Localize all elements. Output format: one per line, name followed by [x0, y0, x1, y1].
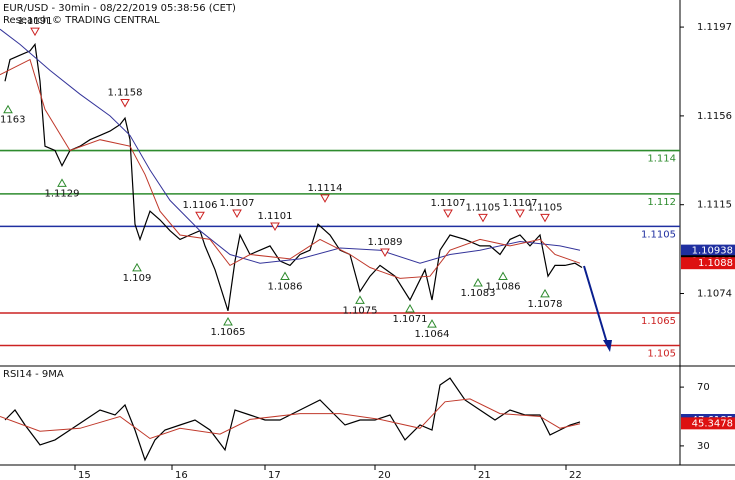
high-label: 1.1089 — [368, 237, 403, 248]
low-label: 1.1086 — [486, 282, 521, 293]
low-marker — [427, 319, 437, 328]
low-marker — [540, 288, 550, 298]
high-label: 1.1101 — [258, 211, 293, 222]
high-marker — [232, 209, 242, 219]
low-marker — [280, 271, 290, 281]
high-label: 1.1107 — [503, 198, 538, 209]
low-marker — [405, 304, 415, 313]
x-tick-label: 20 — [378, 470, 391, 480]
price-tag — [681, 417, 735, 430]
low-label: 1.1065 — [211, 327, 246, 338]
price-tag-label: 1.1088 — [698, 258, 733, 269]
high-label: 1.1191 — [18, 16, 53, 27]
y-tick-label: 70 — [697, 382, 710, 393]
forecast-arrow — [583, 265, 612, 352]
high-label: 1.1105 — [466, 202, 501, 213]
low-marker — [355, 295, 365, 304]
low-marker — [3, 104, 13, 114]
low-label: 1.1083 — [461, 288, 496, 299]
high-marker — [540, 213, 550, 223]
low-label: 1.1064 — [415, 329, 450, 340]
high-label: 1.1106 — [183, 200, 218, 211]
high-marker — [443, 209, 453, 219]
low-marker — [498, 271, 508, 281]
high-label: 1.1107 — [220, 198, 255, 209]
rsi-title: RSI14 - 9MA — [3, 369, 64, 380]
x-tick-label: 22 — [569, 470, 582, 480]
series-line — [0, 28, 581, 264]
price-tag-label: 45.3478 — [692, 418, 733, 429]
series-line — [0, 398, 581, 440]
price-tag-label: 1.10938 — [692, 246, 733, 257]
high-label: 1.1158 — [108, 88, 143, 99]
y-tick-label: 1.1197 — [697, 22, 732, 33]
low-label: 1.1129 — [45, 188, 80, 199]
high-marker — [478, 213, 488, 223]
forecast-arrow-head — [603, 340, 612, 352]
chart-subtitle: Research © TRADING CENTRAL — [3, 15, 160, 26]
low-label: 1.1075 — [343, 305, 378, 316]
price-tag — [681, 244, 735, 257]
high-label: 1.1105 — [528, 202, 563, 213]
low-label: 1.1163 — [0, 115, 26, 126]
low-marker — [132, 262, 142, 272]
series-line — [4, 42, 583, 311]
low-label: 1.1086 — [268, 282, 303, 293]
high-marker — [30, 27, 40, 37]
level-label: 1.1105 — [641, 229, 676, 240]
y-tick-label: 30 — [697, 441, 710, 452]
y-tick-label: 1.1156 — [697, 111, 732, 122]
low-marker — [223, 317, 233, 326]
chart-title: EUR/USD - 30min - 08/22/2019 05:38:56 (C… — [3, 3, 236, 14]
forecast-arrow-line — [583, 265, 608, 344]
y-tick-label: 1.1074 — [697, 289, 732, 300]
high-marker — [120, 99, 130, 108]
level-label: 1.112 — [647, 197, 676, 208]
high-label: 1.1114 — [308, 183, 343, 194]
y-tick-label: 1.1115 — [697, 200, 732, 211]
price-tag — [681, 257, 735, 270]
low-marker — [473, 278, 483, 287]
series-line — [0, 58, 581, 279]
x-tick-label: 21 — [478, 470, 491, 480]
x-tick-label: 15 — [78, 470, 91, 480]
high-marker — [270, 222, 280, 232]
high-marker — [380, 248, 390, 258]
level-label: 1.1065 — [641, 316, 676, 327]
level-label: 1.114 — [647, 154, 676, 165]
high-marker — [195, 211, 205, 221]
x-tick-label: 17 — [268, 470, 281, 480]
high-marker — [515, 209, 525, 219]
level-label: 1.105 — [647, 349, 676, 360]
high-marker — [320, 194, 330, 203]
low-label: 1.1071 — [393, 314, 428, 325]
low-label: 1.109 — [123, 273, 152, 284]
high-label: 1.1107 — [431, 198, 466, 209]
x-tick-label: 16 — [175, 470, 188, 480]
low-marker — [57, 178, 67, 187]
low-label: 1.1078 — [528, 299, 563, 310]
